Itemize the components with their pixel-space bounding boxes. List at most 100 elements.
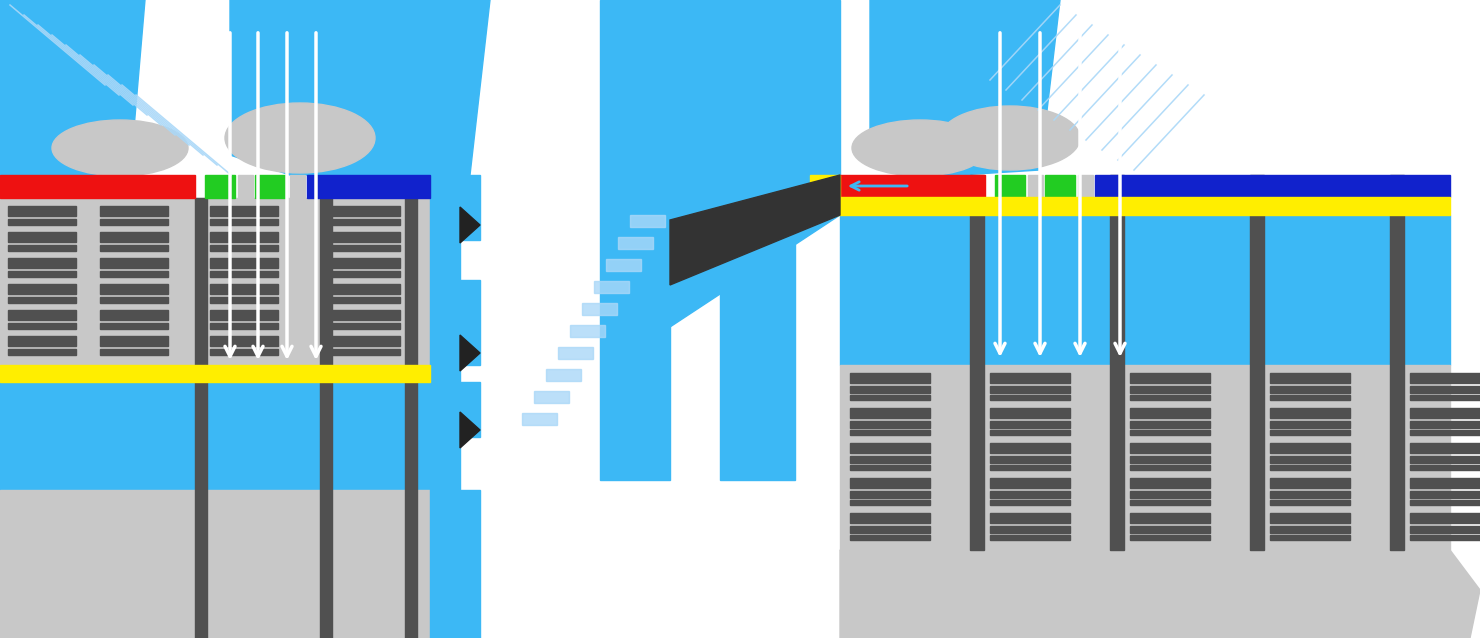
Bar	[630, 215, 665, 227]
Bar	[522, 413, 556, 425]
Bar	[1410, 478, 1480, 488]
Bar	[306, 175, 431, 198]
Bar	[995, 175, 1026, 197]
Bar	[210, 245, 278, 251]
Polygon shape	[460, 207, 480, 243]
Bar	[7, 271, 75, 277]
Bar	[0, 382, 431, 490]
Bar	[841, 197, 1450, 215]
Bar	[320, 198, 332, 638]
Bar	[1270, 386, 1350, 393]
Bar	[0, 365, 431, 382]
Bar	[1410, 535, 1480, 540]
Bar	[332, 258, 400, 268]
Bar	[7, 310, 75, 320]
Bar	[1410, 491, 1480, 498]
Polygon shape	[0, 0, 145, 175]
Bar	[7, 232, 75, 242]
Bar	[206, 175, 235, 198]
Bar	[332, 219, 400, 225]
Ellipse shape	[225, 103, 374, 173]
Bar	[332, 297, 400, 303]
Bar	[1390, 175, 1405, 550]
Bar	[290, 175, 305, 198]
Bar	[1131, 373, 1211, 383]
Bar	[332, 310, 400, 320]
Bar	[1270, 465, 1350, 470]
Bar	[850, 526, 929, 533]
Bar	[850, 478, 929, 488]
Bar	[332, 336, 400, 346]
Bar	[101, 258, 169, 268]
Bar	[990, 395, 1070, 400]
Bar	[990, 430, 1070, 435]
Bar	[332, 323, 400, 329]
Bar	[195, 198, 207, 638]
Bar	[210, 297, 278, 303]
Bar	[7, 258, 75, 268]
Bar	[605, 259, 641, 271]
Bar	[619, 237, 653, 249]
Bar	[850, 491, 929, 498]
Bar	[990, 465, 1070, 470]
Bar	[1131, 443, 1211, 453]
Bar	[1110, 175, 1123, 550]
Ellipse shape	[940, 106, 1080, 170]
Polygon shape	[431, 175, 480, 638]
Bar	[841, 175, 986, 197]
Bar	[1270, 395, 1350, 400]
Bar	[7, 349, 75, 355]
Bar	[7, 206, 75, 216]
Bar	[850, 500, 929, 505]
Bar	[101, 349, 169, 355]
Bar	[850, 535, 929, 540]
Bar	[850, 373, 929, 383]
Bar	[332, 349, 400, 355]
Bar	[969, 175, 984, 550]
Bar	[990, 373, 1070, 383]
Bar	[332, 245, 400, 251]
Bar	[101, 219, 169, 225]
Bar	[0, 175, 195, 198]
Bar	[990, 456, 1070, 463]
Bar	[1131, 500, 1211, 505]
Bar	[1131, 421, 1211, 428]
Bar	[850, 430, 929, 435]
Bar	[7, 336, 75, 346]
Polygon shape	[460, 412, 480, 448]
Bar	[1131, 478, 1211, 488]
Bar	[850, 513, 929, 523]
Bar	[7, 284, 75, 294]
Bar	[101, 206, 169, 216]
Bar	[101, 245, 169, 251]
Bar	[1410, 430, 1480, 435]
Bar	[850, 465, 929, 470]
Bar	[1270, 408, 1350, 418]
Polygon shape	[670, 0, 841, 175]
Bar	[1410, 513, 1480, 523]
Bar	[1131, 491, 1211, 498]
Bar	[1131, 526, 1211, 533]
Bar	[990, 386, 1070, 393]
Polygon shape	[841, 550, 1480, 638]
Polygon shape	[870, 0, 1060, 175]
Bar	[0, 490, 431, 638]
Bar	[210, 349, 278, 355]
Bar	[841, 365, 1450, 550]
Bar	[101, 284, 169, 294]
Bar	[7, 297, 75, 303]
Bar	[558, 347, 593, 359]
Bar	[990, 408, 1070, 418]
Bar	[1410, 395, 1480, 400]
Bar	[1270, 373, 1350, 383]
Bar	[101, 297, 169, 303]
Bar	[1131, 535, 1211, 540]
Bar	[850, 456, 929, 463]
Bar	[1270, 513, 1350, 523]
Bar	[990, 535, 1070, 540]
Bar	[101, 232, 169, 242]
Bar	[582, 303, 617, 315]
Bar	[1131, 430, 1211, 435]
Bar	[332, 206, 400, 216]
Bar	[101, 271, 169, 277]
